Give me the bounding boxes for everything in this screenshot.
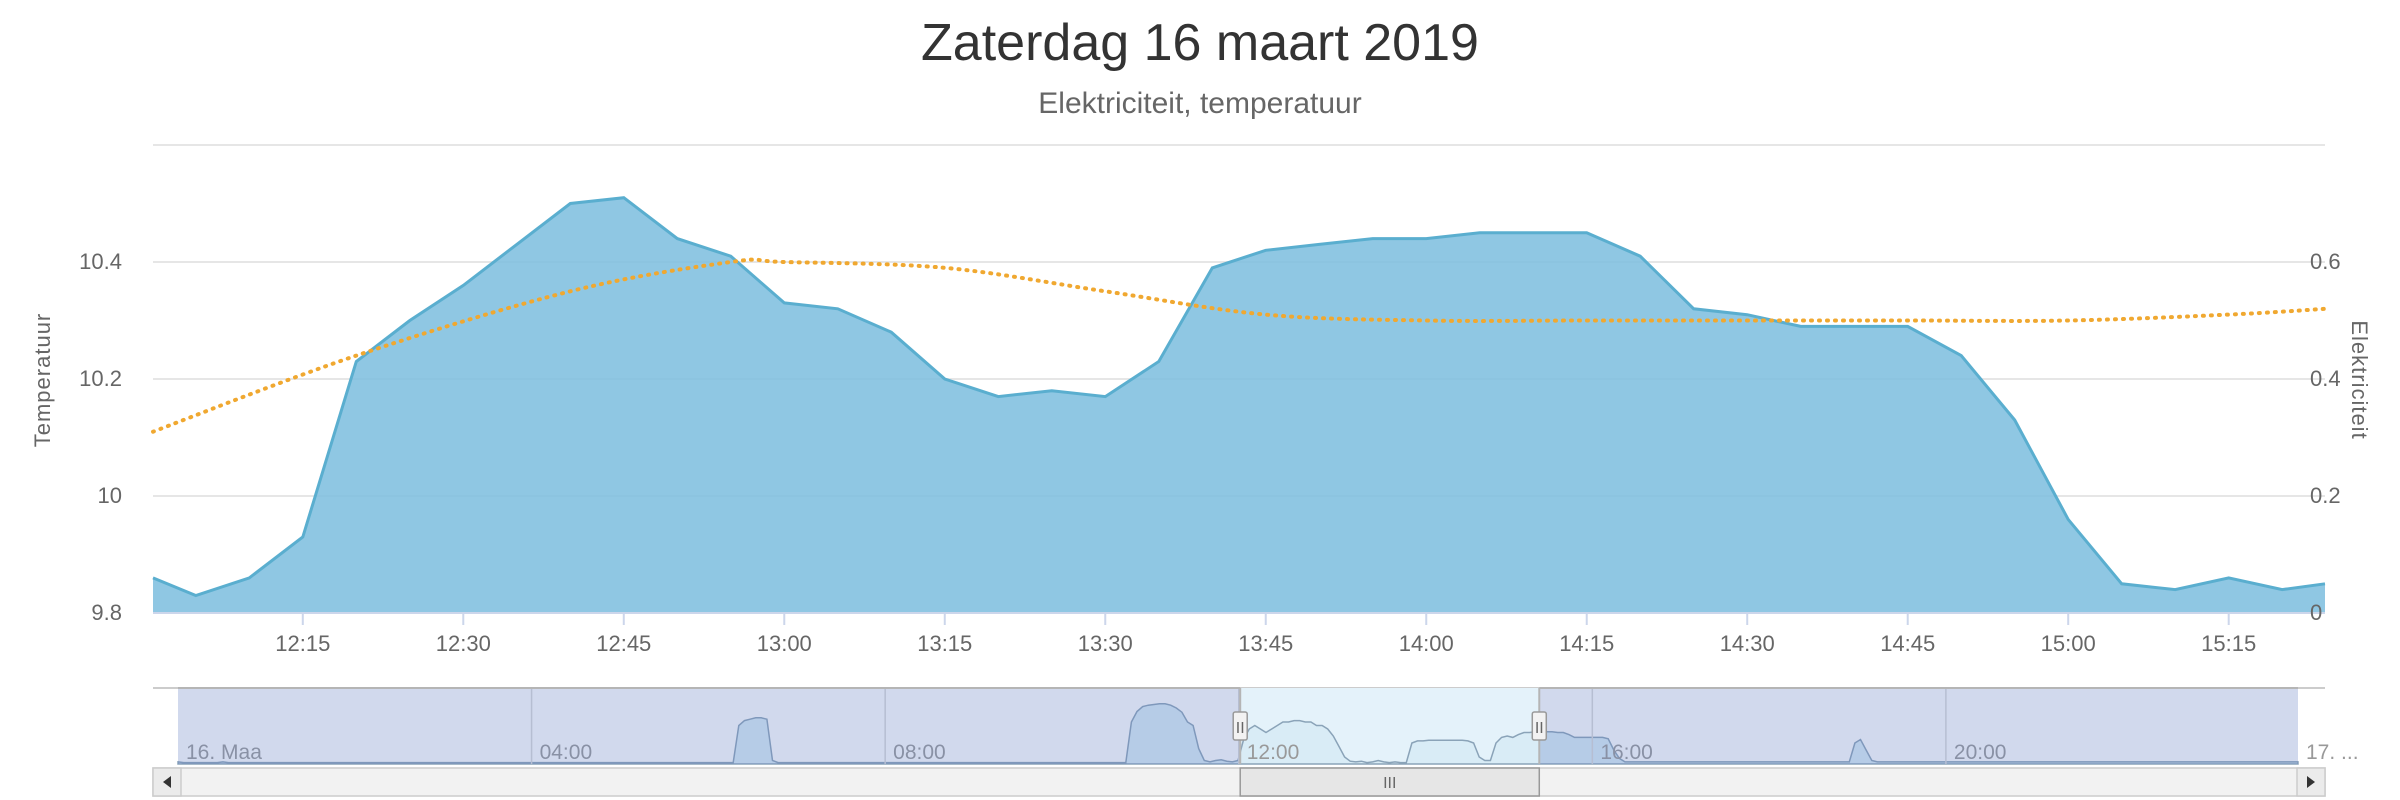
x-tick-label: 13:45 — [1238, 631, 1293, 656]
handle-grip: II — [1535, 720, 1544, 737]
left-y-tick-label: 10.4 — [79, 249, 122, 274]
navigator[interactable]: 16. Maa 04:00 08:00 12:00 16:00 20:00 17. ... I… — [152, 687, 2359, 797]
navigator-label: 04:00 — [540, 741, 593, 764]
x-tick-label: 12:45 — [596, 631, 651, 656]
arrow-right-icon — [2307, 776, 2315, 788]
right-y-tick-label: 0.2 — [2310, 483, 2341, 508]
x-tick-label: 13:30 — [1078, 631, 1133, 656]
navigator-label: 16. Maa — [186, 741, 262, 764]
x-tick-label: 15:15 — [2201, 631, 2256, 656]
right-y-tick-label: 0.6 — [2310, 249, 2341, 274]
right-y-tick-label: 0 — [2310, 600, 2322, 625]
left-y-axis: 9.8 10 10.2 10.4 — [79, 249, 122, 625]
right-y-axis: 0 0.2 0.4 0.6 — [2310, 249, 2341, 625]
arrow-left-icon — [163, 776, 171, 788]
left-y-tick-label: 9.8 — [91, 600, 122, 625]
temperature-line-series — [151, 257, 2327, 434]
navigator-label: 20:00 — [1954, 741, 2007, 764]
electricity-area-series — [152, 196, 2326, 613]
temperature-line — [151, 257, 2327, 434]
navigator-label: 17. ... — [2306, 741, 2359, 764]
left-y-tick-label: 10.2 — [79, 366, 122, 391]
x-tick-label: 15:00 — [2041, 631, 2096, 656]
navigator-mask-right — [1539, 688, 2298, 764]
navigator-mask-left — [178, 688, 1241, 764]
x-tick-label: 14:15 — [1559, 631, 1614, 656]
x-tick-label: 14:30 — [1720, 631, 1775, 656]
chart-title: Zaterdag 16 maart 2019 — [921, 14, 1479, 72]
x-tick-label: 12:30 — [436, 631, 491, 656]
navigator-label: 16:00 — [1600, 741, 1653, 764]
right-axis-title: Elektriciteit — [2347, 320, 2372, 439]
x-axis: 12:15 12:30 12:45 13:00 13:15 13:30 13:45 14:00… — [153, 612, 2325, 656]
navigator-right-handle[interactable] — [1531, 711, 1548, 741]
right-y-tick-label: 0.4 — [2310, 366, 2341, 391]
left-axis-title: Temperatuur — [30, 313, 55, 448]
x-tick-label: 14:45 — [1880, 631, 1935, 656]
x-tick-label: 13:00 — [757, 631, 812, 656]
chart-subtitle: Elektriciteit, temperatuur — [1038, 87, 1361, 120]
navigator-label: 08:00 — [893, 741, 946, 764]
scrollbar-thumb[interactable] — [1239, 767, 1541, 797]
left-y-tick-label: 10 — [98, 483, 122, 508]
x-tick-label: 13:15 — [917, 631, 972, 656]
electricity-line — [152, 196, 2326, 598]
x-tick-label: 12:15 — [275, 631, 330, 656]
scrollbar-grip: III — [1383, 775, 1396, 792]
handle-grip: II — [1236, 720, 1245, 737]
navigator-left-handle[interactable] — [1232, 711, 1248, 741]
navigator-label: 12:00 — [1247, 741, 1300, 764]
x-tick-label: 14:00 — [1399, 631, 1454, 656]
electricity-area-fill — [153, 197, 2325, 613]
scrollbar-track[interactable] — [152, 767, 2326, 797]
